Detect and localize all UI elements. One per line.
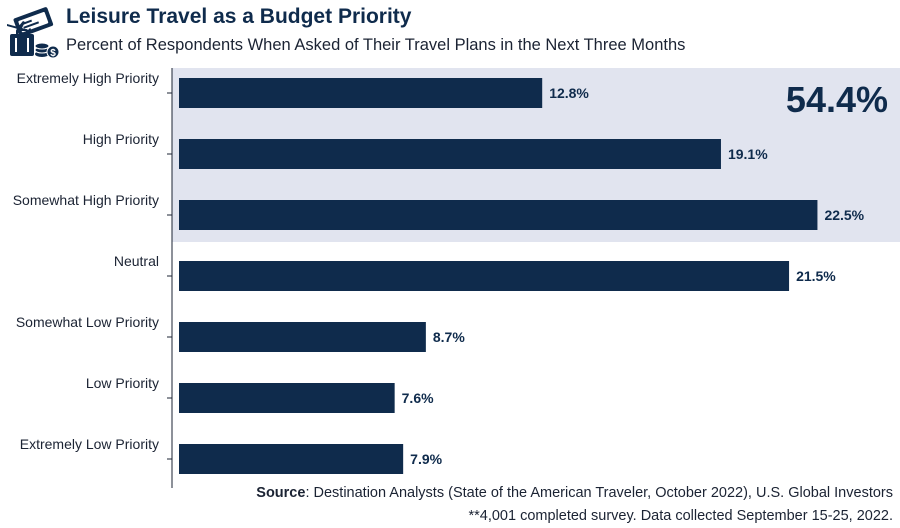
source-text: : Destination Analysts (State of the Ame…	[305, 485, 893, 501]
bar	[179, 139, 721, 169]
category-label: Somewhat High Priority	[13, 192, 159, 208]
value-label: 8.7%	[433, 329, 465, 345]
highlight-callout: 54.4%	[786, 79, 888, 120]
value-label: 19.1%	[728, 146, 768, 162]
footnote: **4,001 completed survey. Data collected…	[468, 508, 893, 524]
value-label: 21.5%	[796, 268, 836, 284]
category-label: Somewhat Low Priority	[16, 314, 159, 330]
chart-title: Leisure Travel as a Budget Priority	[66, 5, 412, 28]
value-label: 12.8%	[549, 85, 589, 101]
chart-subtitle: Percent of Respondents When Asked of The…	[66, 36, 686, 54]
bar	[179, 261, 790, 291]
value-label: 7.6%	[402, 390, 434, 406]
bar	[179, 200, 818, 230]
svg-text:$: $	[50, 48, 56, 59]
category-label: Low Priority	[86, 375, 159, 391]
category-label: Extremely High Priority	[17, 70, 159, 86]
category-label: High Priority	[83, 131, 159, 147]
bars	[179, 78, 818, 474]
travel-budget-icon: $	[7, 7, 60, 59]
value-label: 7.9%	[410, 451, 442, 467]
bar	[179, 78, 543, 108]
source-label: Source	[256, 485, 306, 501]
category-label: Extremely Low Priority	[20, 436, 159, 452]
value-label: 22.5%	[824, 207, 864, 223]
bar	[179, 444, 404, 474]
category-labels: 12.8% Extremely High Priority 19.1% High Pr…	[13, 70, 865, 467]
bar	[179, 322, 426, 352]
category-label: Neutral	[114, 253, 159, 269]
source-line: Source: Destination Analysts (State of t…	[256, 485, 893, 501]
bar	[179, 383, 395, 413]
